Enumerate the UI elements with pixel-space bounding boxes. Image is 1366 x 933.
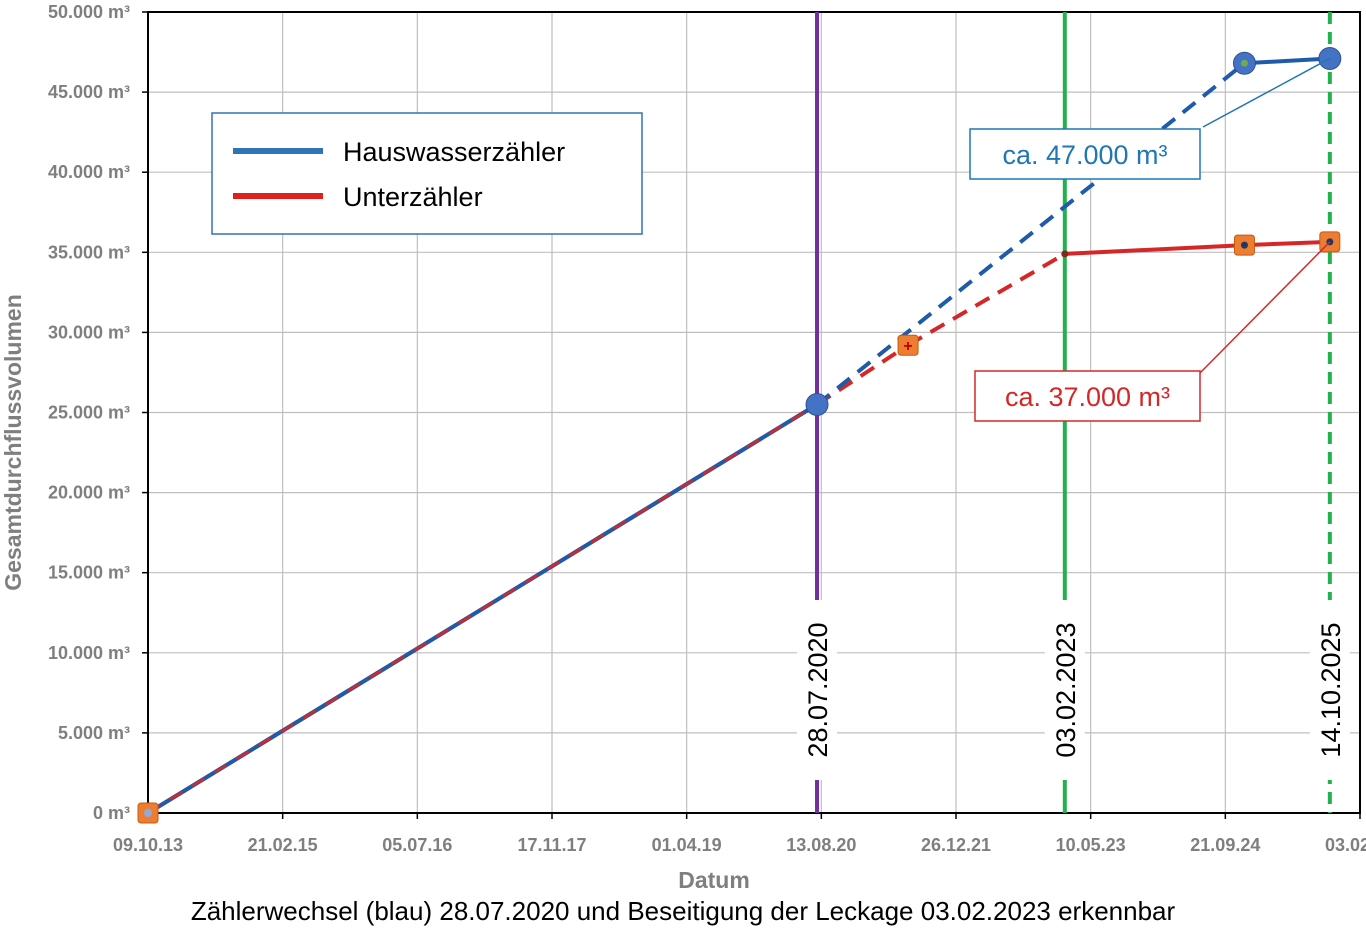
x-axis-title: Datum [678, 867, 750, 893]
y-tick-label: 10.000 m³ [48, 643, 130, 663]
x-tick-label: 09.10.13 [113, 835, 183, 855]
y-tick-labels: 0 m³ 5.000 m³ 10.000 m³ 15.000 m³ 20.000 m³ 2… [48, 2, 130, 823]
callout-text: ca. 37.000 m³ [1005, 382, 1170, 412]
series-overlay-unter [147, 403, 818, 815]
y-axis-title: Gesamtdurchflussvolumen [0, 294, 26, 591]
date-label: 14.10.2025 [1316, 622, 1346, 757]
callout-text: ca. 47.000 m³ [1002, 140, 1167, 170]
figure-caption: Zählerwechsel (blau) 28.07.2020 und Bese… [190, 896, 1176, 926]
y-tick-label: 35.000 m³ [48, 242, 130, 262]
callout-leader [1202, 57, 1331, 128]
unter-marker-plus: + [903, 338, 912, 355]
series-segment-unter [1064, 243, 1245, 256]
haus-marker-origin [144, 809, 152, 817]
legend-label: Hauswasserzähler [343, 137, 565, 167]
x-tick-label: 21.02.15 [248, 835, 318, 855]
annotations: ca. 47.000 m³ ca. 37.000 m³ [969, 57, 1331, 422]
grid-layer [142, 11, 1361, 819]
y-tick-label: 45.000 m³ [48, 82, 130, 102]
y-tick-label: 40.000 m³ [48, 162, 130, 182]
haus-marker [805, 392, 829, 416]
y-tick-label: 15.000 m³ [48, 563, 130, 583]
chart: 0 m³ 5.000 m³ 10.000 m³ 15.000 m³ 20.000 m³ 2… [0, 2, 1366, 893]
legend: Hauswasserzähler Unterzähler [211, 112, 643, 235]
x-tick-label: 01.04.19 [652, 835, 722, 855]
unter-marker [897, 334, 919, 356]
series-segment-haus [1244, 56, 1330, 66]
series-markers: + [137, 46, 1342, 824]
series-segment-unter [907, 252, 1066, 347]
series-lines [146, 56, 1330, 815]
x-tick-label: 10.05.23 [1056, 835, 1126, 855]
unter-marker-dot [1061, 250, 1069, 258]
date-label-box [797, 600, 838, 780]
legend-label: Unterzähler [343, 182, 483, 212]
x-tick-label: 05.07.16 [382, 835, 452, 855]
callout-box [969, 128, 1201, 180]
callout-leader [1199, 241, 1331, 374]
callout-box [974, 370, 1201, 422]
y-tick-label: 20.000 m³ [48, 483, 130, 503]
series-segment-unter [1244, 239, 1330, 248]
x-tick-label: 13.08.20 [786, 835, 856, 855]
y-tick-label: 25.000 m³ [48, 403, 130, 423]
x-tick-label: 03.02.26 [1325, 835, 1366, 855]
x-tick-label: 21.09.24 [1190, 835, 1260, 855]
series-segment-haus [815, 61, 1246, 407]
x-tick-labels: 09.10.13 21.02.15 05.07.16 17.11.17 01.04.19… [113, 835, 1366, 855]
x-tick-label: 17.11.17 [517, 835, 586, 855]
date-label-box [1044, 600, 1085, 780]
unter-marker-dot [1240, 241, 1248, 249]
x-tick-label: 26.12.21 [921, 835, 991, 855]
date-label: 03.02.2023 [1051, 622, 1081, 757]
series-segment-unter [815, 343, 910, 407]
haus-marker-dot [1240, 59, 1248, 67]
date-label-box [1309, 600, 1350, 780]
y-tick-label: 5.000 m³ [58, 723, 130, 743]
y-tick-label: 30.000 m³ [48, 322, 130, 342]
y-tick-label: 0 m³ [93, 803, 130, 823]
legend-box [211, 112, 643, 235]
y-tick-label: 50.000 m³ [48, 2, 130, 22]
date-label: 28.07.2020 [803, 622, 833, 757]
